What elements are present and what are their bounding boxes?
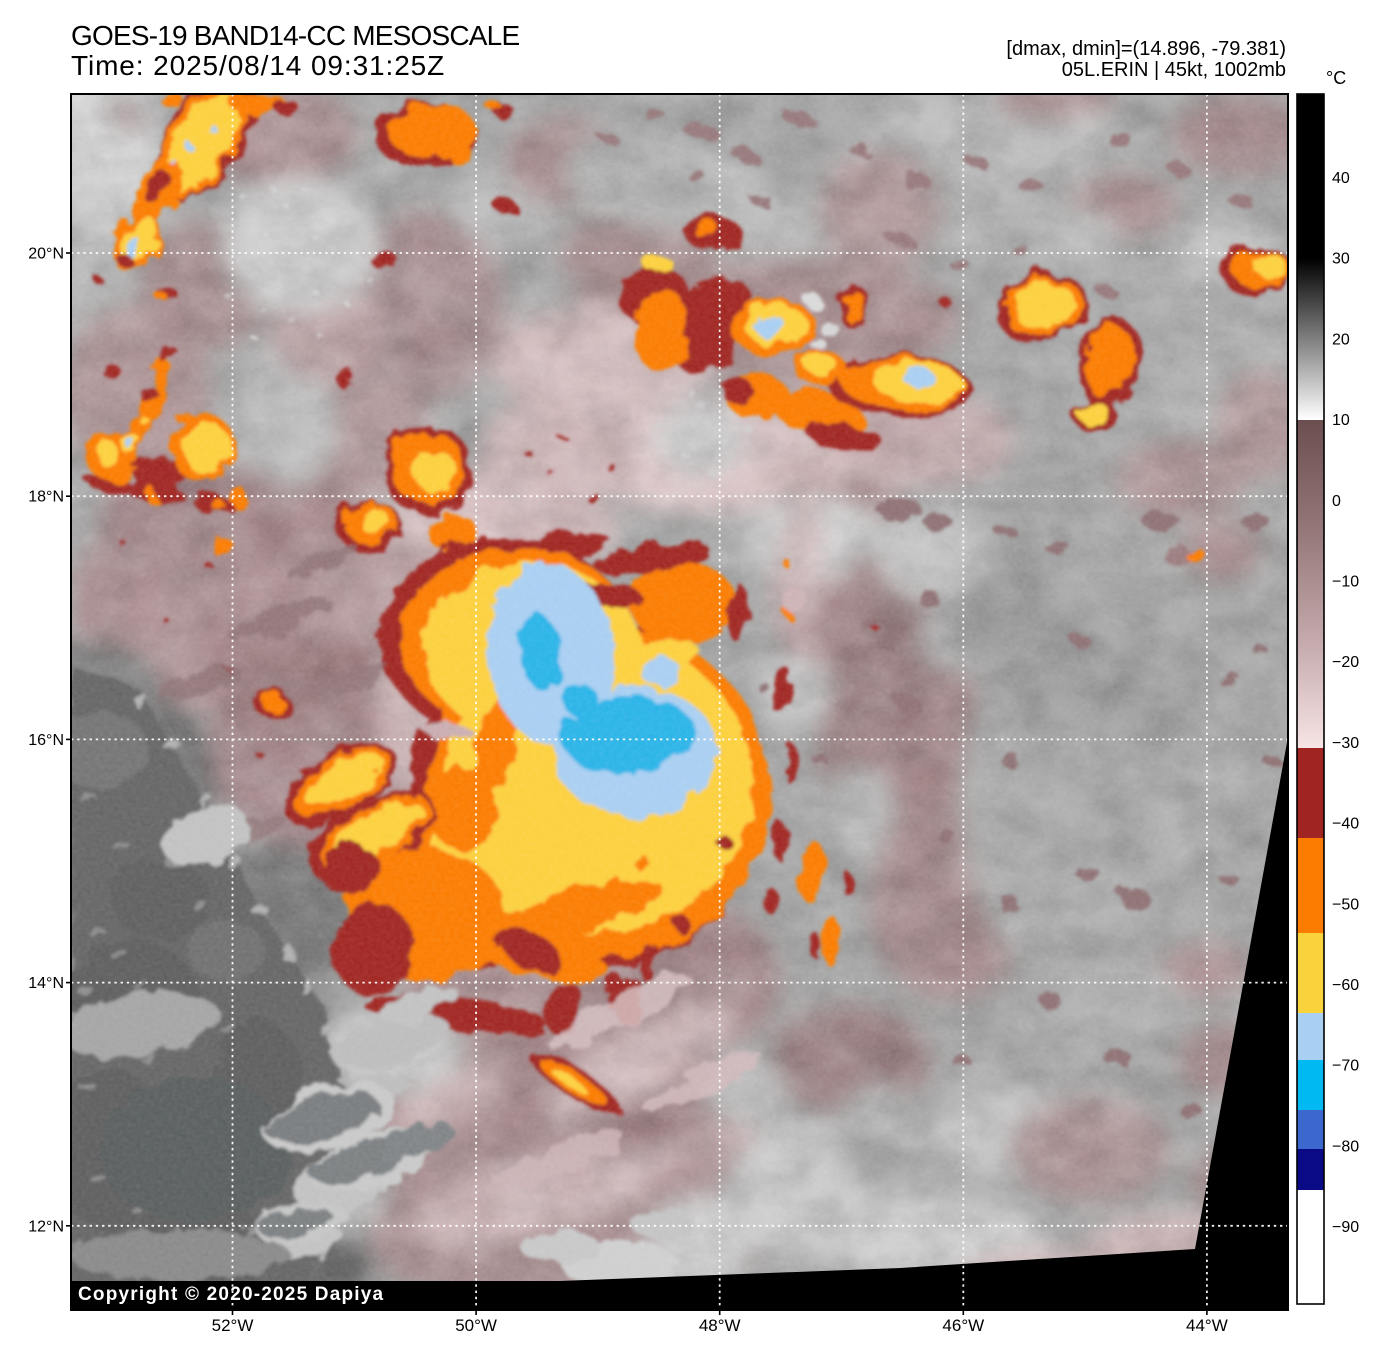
svg-text:−20: −20 bbox=[1332, 654, 1359, 671]
svg-text:0: 0 bbox=[1332, 493, 1341, 510]
svg-text:−10: −10 bbox=[1332, 574, 1359, 591]
svg-text:−30: −30 bbox=[1332, 735, 1359, 752]
svg-text:−80: −80 bbox=[1332, 1138, 1359, 1155]
svg-text:−60: −60 bbox=[1332, 977, 1359, 994]
svg-text:Copyright © 2020-2025 Dapiya: Copyright © 2020-2025 Dapiya bbox=[78, 1284, 384, 1305]
svg-text:12°N: 12°N bbox=[28, 1218, 64, 1235]
svg-text:40: 40 bbox=[1332, 170, 1350, 187]
svg-text:10: 10 bbox=[1332, 412, 1350, 429]
svg-text:−90: −90 bbox=[1332, 1219, 1359, 1236]
svg-text:46°W: 46°W bbox=[942, 1316, 984, 1335]
svg-text:°C: °C bbox=[1326, 68, 1346, 88]
svg-text:−50: −50 bbox=[1332, 896, 1359, 913]
svg-text:14°N: 14°N bbox=[28, 975, 64, 992]
svg-text:50°W: 50°W bbox=[455, 1316, 497, 1335]
svg-text:44°W: 44°W bbox=[1186, 1316, 1228, 1335]
svg-text:20: 20 bbox=[1332, 331, 1350, 348]
svg-text:30: 30 bbox=[1332, 251, 1350, 268]
svg-text:GOES-19 BAND14-CC MESOSCALE: GOES-19 BAND14-CC MESOSCALE bbox=[71, 20, 519, 51]
svg-text:48°W: 48°W bbox=[699, 1316, 741, 1335]
svg-text:[dmax, dmin]=(14.896, -79.381): [dmax, dmin]=(14.896, -79.381) bbox=[1006, 38, 1286, 60]
svg-text:20°N: 20°N bbox=[28, 246, 64, 263]
svg-text:Time: 2025/08/14 09:31:25Z: Time: 2025/08/14 09:31:25Z bbox=[71, 50, 445, 81]
svg-text:16°N: 16°N bbox=[28, 732, 64, 749]
svg-text:05L.ERIN | 45kt, 1002mb: 05L.ERIN | 45kt, 1002mb bbox=[1062, 59, 1286, 81]
svg-text:−70: −70 bbox=[1332, 1058, 1359, 1075]
svg-text:18°N: 18°N bbox=[28, 489, 64, 506]
svg-text:−40: −40 bbox=[1332, 816, 1359, 833]
svg-text:52°W: 52°W bbox=[212, 1316, 254, 1335]
